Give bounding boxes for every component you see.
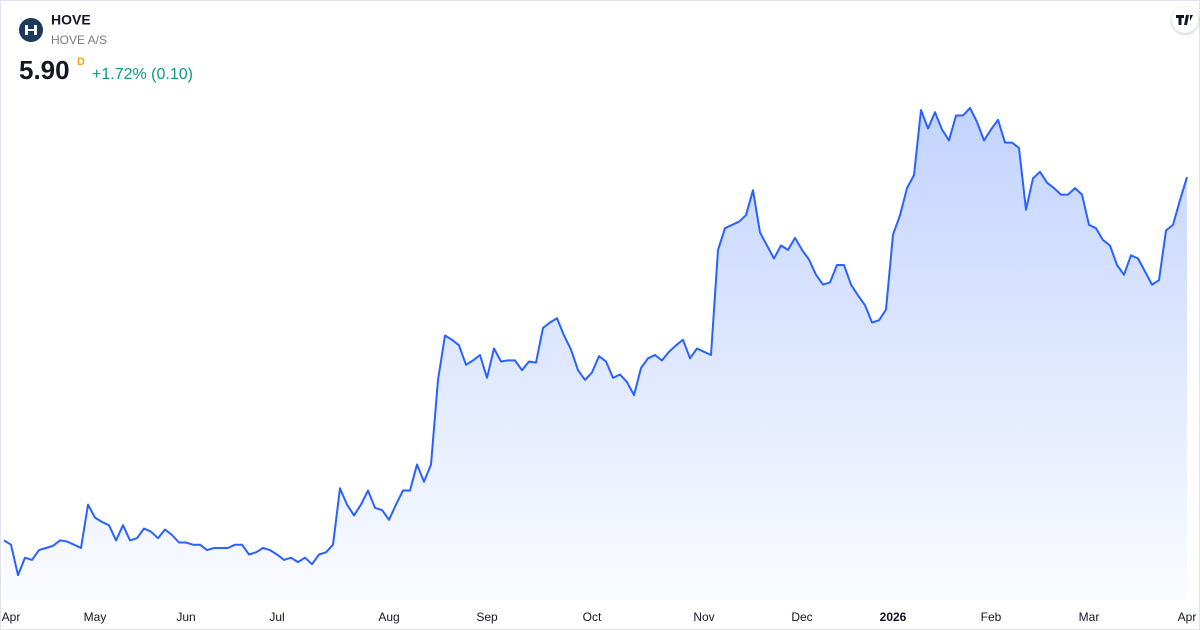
symbol: HOVE [51, 12, 91, 28]
x-tick-label: Oct [583, 610, 602, 624]
x-tick-label: Apr [2, 610, 21, 624]
x-tick-label: Sep [476, 610, 498, 624]
x-tick-label: 2026 [880, 610, 907, 624]
plot-area [3, 106, 1188, 601]
x-tick-label: Dec [791, 610, 812, 624]
price-change: +1.72% (0.10) [92, 66, 193, 83]
price: 5.90 [19, 55, 70, 85]
x-tick-label: Mar [1079, 610, 1100, 624]
x-tick-label: Jul [269, 610, 284, 624]
company-name: HOVE A/S [51, 33, 107, 47]
price-line [3, 106, 1188, 577]
x-tick-label: Jun [176, 610, 195, 624]
area-fill [4, 107, 1187, 601]
symbol-logo-glyph [25, 25, 37, 35]
tv-logo [1176, 15, 1193, 25]
x-tick-label: Aug [378, 610, 399, 624]
x-tick-label: May [84, 610, 107, 624]
interval: D [77, 56, 85, 68]
x-tick-label: Nov [693, 610, 714, 624]
x-tick-label: Feb [981, 610, 1002, 624]
x-tick-label: Apr [1178, 610, 1197, 624]
